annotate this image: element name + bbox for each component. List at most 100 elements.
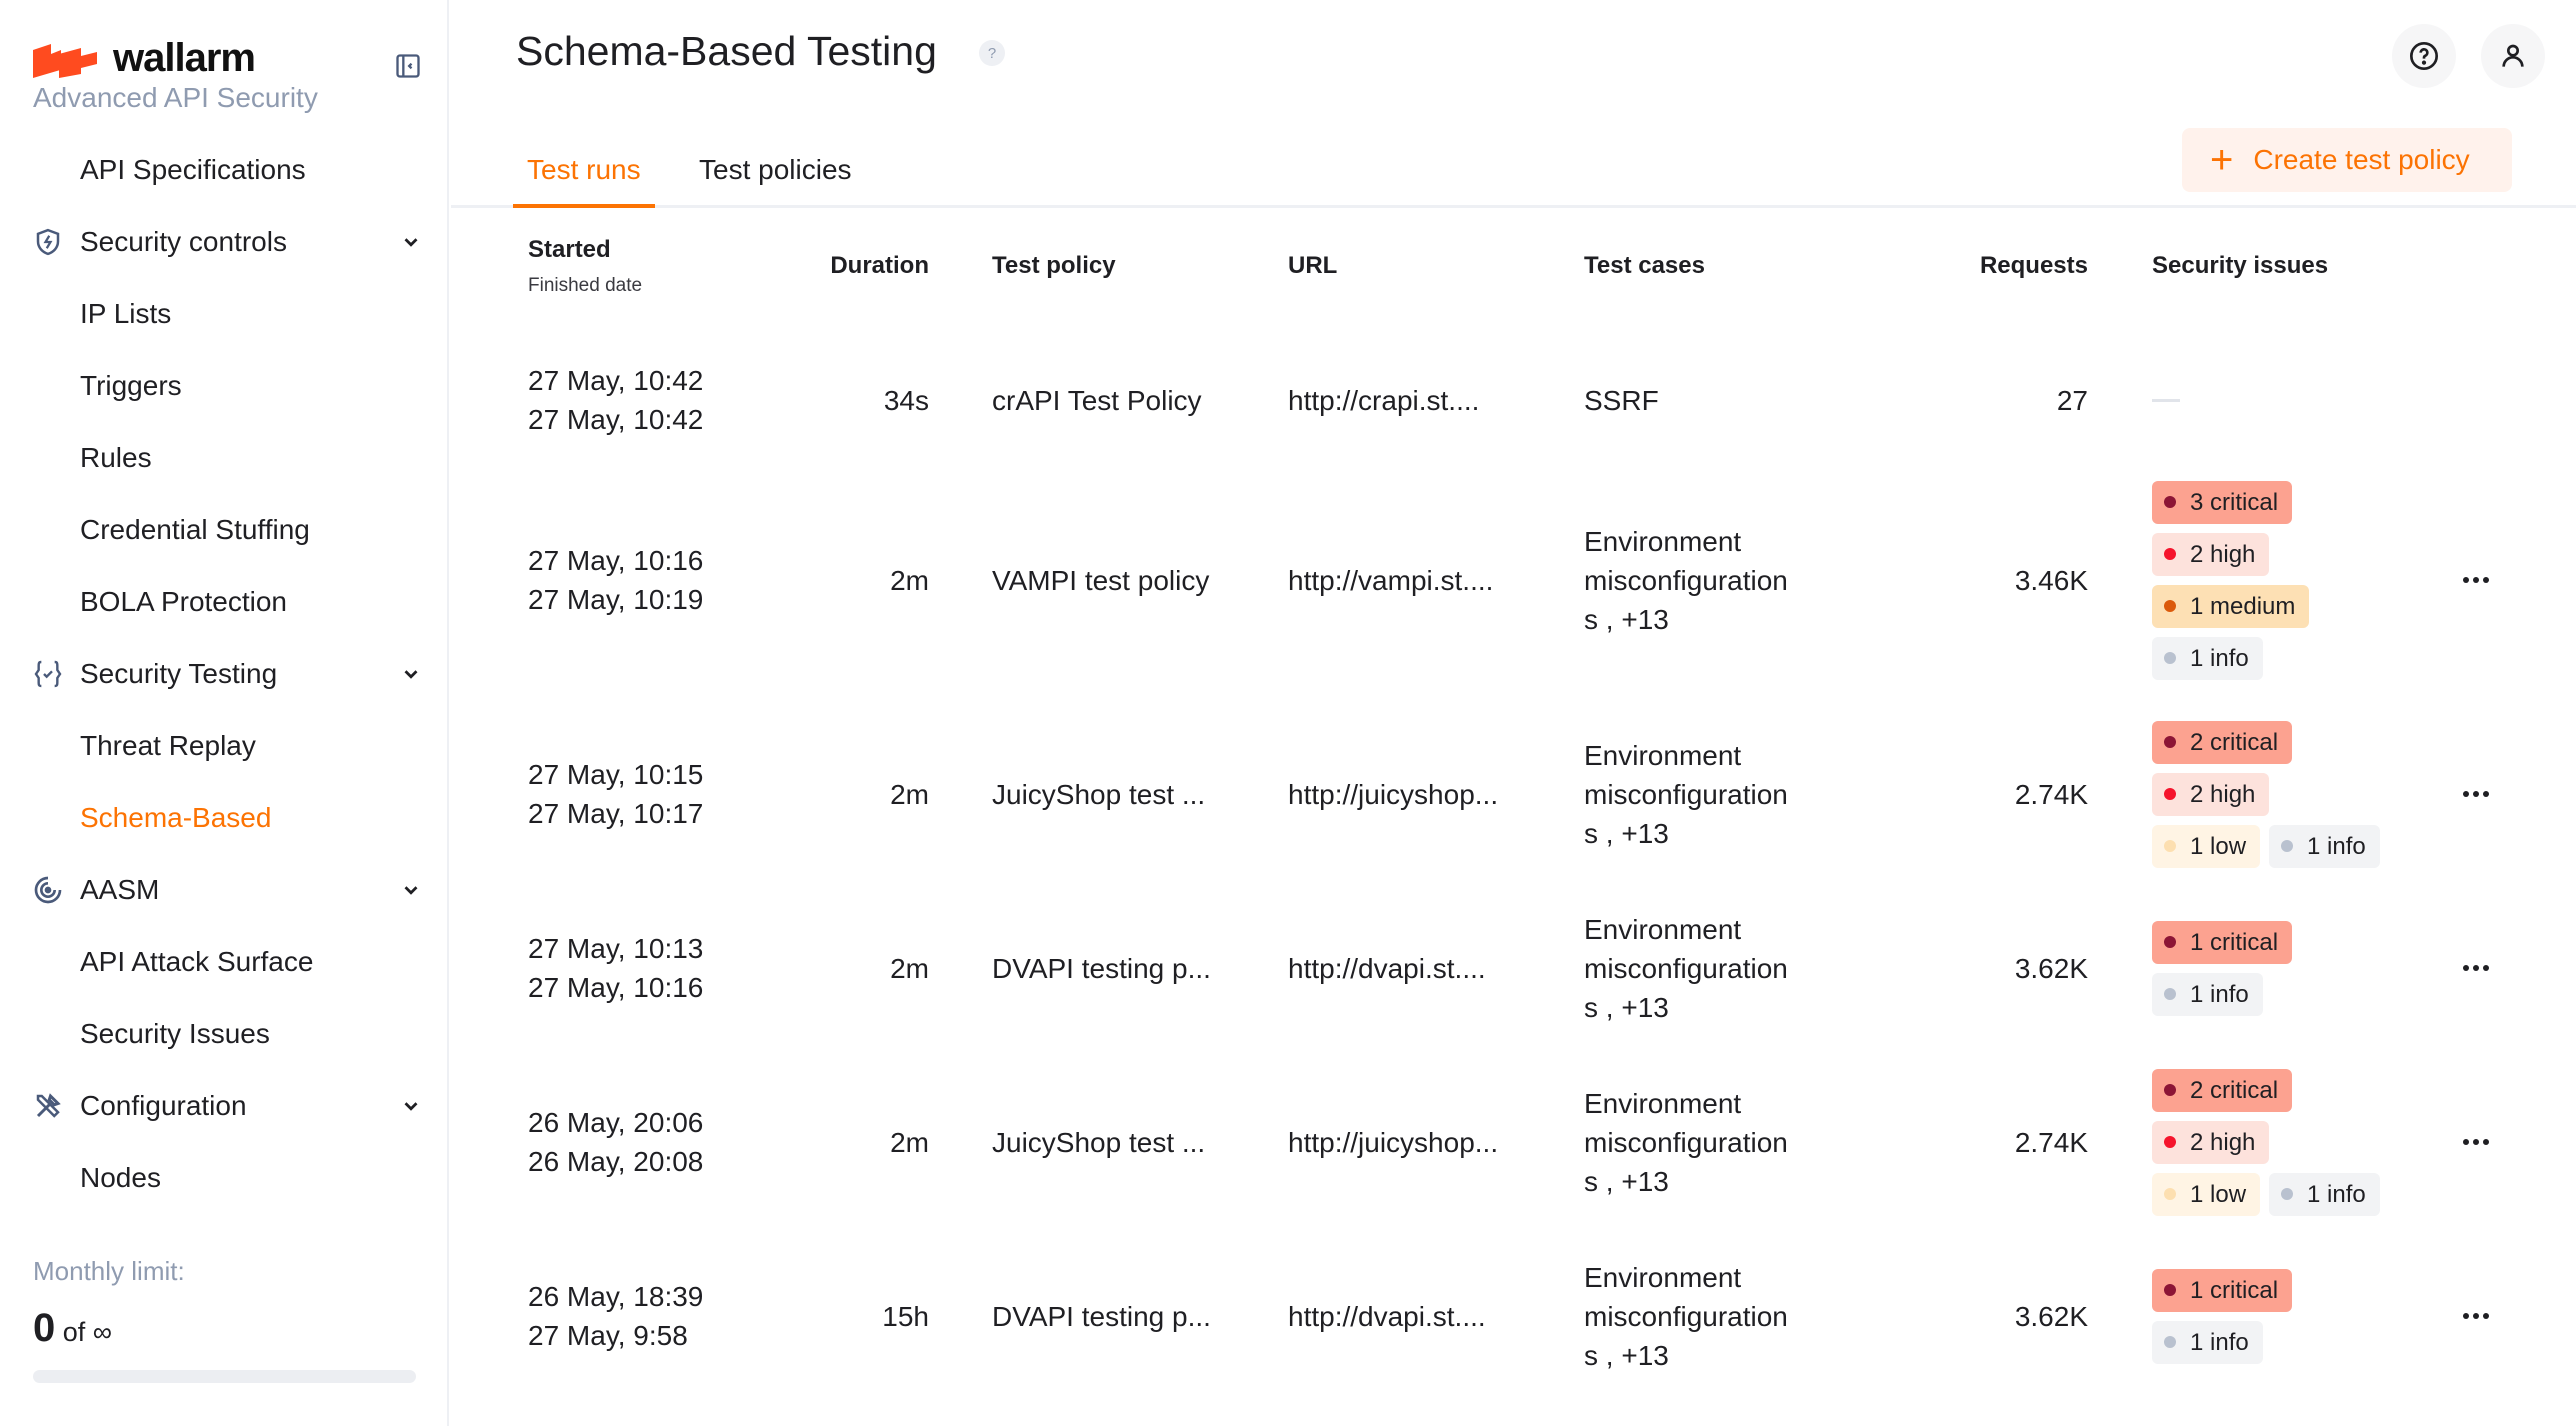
sidebar-item-nodes[interactable]: Nodes [0, 1148, 447, 1208]
severity-badge-critical[interactable]: 2 critical [2152, 1068, 2293, 1112]
sidebar-item-threat-replay[interactable]: Threat Replay [0, 716, 447, 776]
badge-label: 1 low [2190, 1180, 2247, 1208]
sidebar-item-label: API Specifications [80, 154, 306, 185]
row-actions-menu[interactable] [2463, 470, 2493, 690]
row-actions-menu[interactable] [2463, 690, 2493, 898]
sidebar-item-api-specifications[interactable]: API Specifications [0, 140, 447, 200]
chevron-down-icon[interactable] [400, 879, 422, 901]
test-policy-cell[interactable]: JuicyShop test ... [992, 778, 1206, 810]
header-test-policy[interactable]: Test policy [992, 252, 1116, 279]
tools-icon [32, 1090, 64, 1122]
title-help-icon[interactable]: ? [979, 40, 1005, 66]
severity-badge-critical[interactable]: 3 critical [2152, 480, 2293, 524]
header-started[interactable]: Started [528, 236, 611, 263]
url-cell[interactable]: http://dvapi.st.... [1288, 1300, 1486, 1332]
sidebar-item-configuration[interactable]: Configuration [0, 1076, 447, 1136]
collapse-sidebar-icon[interactable] [394, 52, 422, 80]
header-test-cases[interactable]: Test cases [1584, 252, 1705, 279]
badge-line: 2 critical [2152, 720, 2293, 764]
sidebar-item-security-controls[interactable]: Security controls [0, 212, 447, 272]
severity-dot-icon [2164, 496, 2176, 508]
chevron-down-icon[interactable] [400, 663, 422, 685]
test-case-line: Environment [1584, 1087, 1742, 1119]
chevron-down-icon[interactable] [400, 1095, 422, 1117]
header-requests[interactable]: Requests [1979, 252, 2088, 279]
severity-badge-info[interactable]: 1 info [2152, 636, 2263, 680]
duration-cell: 2m [890, 564, 929, 596]
sidebar-item-schema-based[interactable]: Schema-Based [0, 788, 447, 848]
url-cell[interactable]: http://crapi.st.... [1288, 384, 1480, 416]
url-cell[interactable]: http://juicyshop... [1288, 778, 1499, 810]
test-policy-cell[interactable]: DVAPI testing p... [992, 952, 1211, 984]
severity-dot-icon [2164, 548, 2176, 560]
sidebar-item-rules[interactable]: Rules [0, 428, 447, 488]
user-profile-button[interactable] [2481, 24, 2545, 88]
plus-icon: + [2210, 138, 2234, 182]
table-row[interactable]: 27 May, 10:42 27 May, 10:42 34s crAPI Test … [451, 330, 2576, 470]
severity-badge-info[interactable]: 1 info [2269, 824, 2380, 868]
severity-badge-high[interactable]: 2 high [2152, 772, 2270, 816]
severity-badge-critical[interactable]: 1 critical [2152, 1268, 2293, 1312]
test-case-line: misconfiguration [1584, 1126, 1788, 1158]
sidebar-item-security-issues[interactable]: Security Issues [0, 1004, 447, 1064]
header-security-issues[interactable]: Security issues [2152, 252, 2329, 279]
sidebar-item-bola-protection[interactable]: BOLA Protection [0, 572, 447, 632]
sidebar-item-ip-lists[interactable]: IP Lists [0, 284, 447, 344]
help-button[interactable] [2392, 24, 2456, 88]
severity-dot-icon [2164, 600, 2176, 612]
sidebar-item-security-testing[interactable]: Security Testing [0, 644, 447, 704]
header-url[interactable]: URL [1288, 252, 1338, 279]
test-policy-cell[interactable]: DVAPI testing p... [992, 1300, 1211, 1332]
sidebar-item-credential-stuffing[interactable]: Credential Stuffing [0, 500, 447, 560]
sidebar-item-api-attack-surface[interactable]: API Attack Surface [0, 932, 447, 992]
severity-dot-icon [2164, 1336, 2176, 1348]
badge-label: 1 critical [2190, 928, 2279, 956]
wallarm-logo[interactable]: wallarm [33, 36, 256, 81]
badge-line: 1 info [2152, 636, 2263, 680]
header-duration[interactable]: Duration [830, 252, 929, 279]
tab-test-policies[interactable]: Test policies [699, 154, 852, 208]
severity-badge-medium[interactable]: 1 medium [2152, 584, 2310, 628]
sidebar-item-label: API Attack Surface [80, 946, 314, 977]
test-policy-cell[interactable]: JuicyShop test ... [992, 1126, 1206, 1158]
table-row[interactable]: 26 May, 18:39 27 May, 9:58 15h DVAPI testin… [451, 1246, 2576, 1386]
table-row[interactable]: 27 May, 10:15 27 May, 10:17 2m JuicyShop te… [451, 690, 2576, 898]
test-policy-cell[interactable]: VAMPI test policy [992, 564, 1210, 596]
severity-badge-info[interactable]: 1 info [2152, 972, 2263, 1016]
security-issues-cell: 1 critical 1 info [2152, 898, 2293, 1038]
row-actions-menu[interactable] [2463, 1038, 2493, 1246]
dot [2483, 1139, 2489, 1145]
sidebar-item-label: BOLA Protection [80, 586, 288, 617]
url-cell[interactable]: http://dvapi.st.... [1288, 952, 1486, 984]
table-row[interactable]: 26 May, 20:06 26 May, 20:08 2m JuicyShop te… [451, 1038, 2576, 1246]
severity-badge-critical[interactable]: 2 critical [2152, 720, 2293, 764]
started-date: 27 May, 10:15 [528, 759, 704, 790]
url-cell[interactable]: http://vampi.st.... [1288, 564, 1494, 596]
sidebar-item-triggers[interactable]: Triggers [0, 356, 447, 416]
severity-badge-low[interactable]: 1 low [2152, 1172, 2261, 1216]
requests-cell: 3.62K [2014, 1300, 2088, 1332]
dot [2483, 577, 2489, 583]
badge-label: 1 info [2190, 1328, 2249, 1356]
severity-badge-critical[interactable]: 1 critical [2152, 920, 2293, 964]
test-cases-cell: Environment misconfiguration s , +13 [1584, 1246, 1834, 1386]
severity-badge-high[interactable]: 2 high [2152, 1120, 2270, 1164]
tab-bar: Test runs Test policies [451, 146, 2576, 208]
test-policy-cell[interactable]: crAPI Test Policy [992, 384, 1202, 416]
severity-badge-info[interactable]: 1 info [2269, 1172, 2380, 1216]
severity-badge-high[interactable]: 2 high [2152, 532, 2270, 576]
url-cell[interactable]: http://juicyshop... [1288, 1126, 1499, 1158]
radar-icon [32, 874, 64, 906]
table-row[interactable]: 27 May, 10:16 27 May, 10:19 2m VAMPI test p… [451, 470, 2576, 690]
row-actions-menu[interactable] [2463, 1246, 2493, 1386]
create-test-policy-button[interactable]: + Create test policy [2182, 128, 2512, 192]
chevron-down-icon[interactable] [400, 231, 422, 253]
tab-test-runs[interactable]: Test runs [513, 154, 655, 208]
badge-label: 2 critical [2190, 728, 2279, 756]
row-actions-menu[interactable] [2463, 898, 2493, 1038]
severity-badge-info[interactable]: 1 info [2152, 1320, 2263, 1364]
severity-badge-low[interactable]: 1 low [2152, 824, 2261, 868]
sidebar-item-aasm[interactable]: AASM [0, 860, 447, 920]
table-row[interactable]: 27 May, 10:13 27 May, 10:16 2m DVAPI testin… [451, 898, 2576, 1038]
security-issues-cell: 1 critical 1 info [2152, 1246, 2293, 1386]
